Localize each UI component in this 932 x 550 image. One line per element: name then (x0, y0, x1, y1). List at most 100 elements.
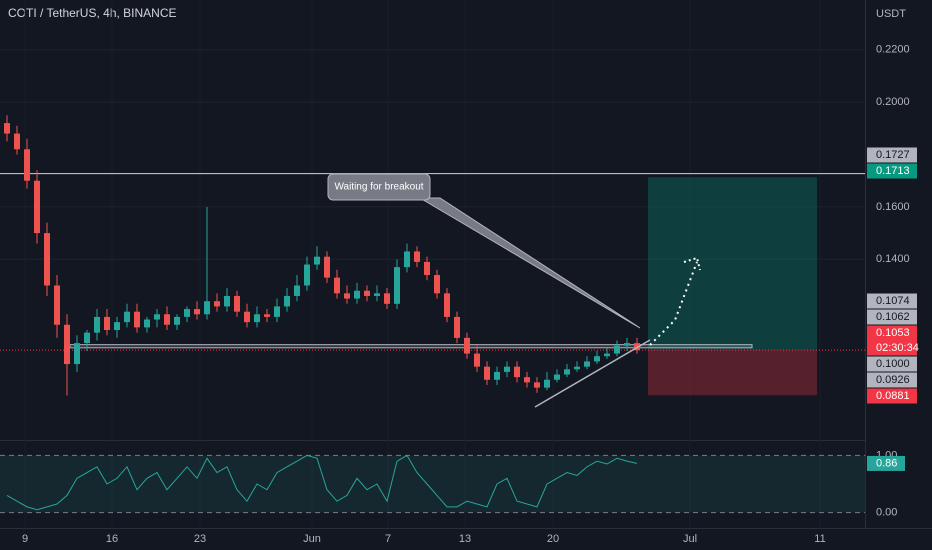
candle-body (264, 314, 270, 317)
price-badge-label: 0.1062 (876, 311, 910, 323)
x-tick-label: 11 (814, 533, 825, 545)
countdown: 02:30:34 (876, 342, 919, 354)
y-tick-label: 0.1400 (876, 253, 910, 265)
candle-body (554, 374, 560, 380)
stop-zone (648, 350, 817, 396)
price-badge (867, 356, 917, 372)
candle-body (324, 256, 330, 278)
candle-body (284, 295, 290, 307)
candle-body (304, 264, 310, 286)
price-badge-label: 0.1727 (876, 149, 910, 161)
price-badge-label: 0.1074 (876, 295, 910, 307)
candle-body (114, 322, 120, 330)
candle-body (314, 256, 320, 265)
candle-body (244, 311, 250, 323)
oscillator-band (0, 455, 865, 513)
price-badge (867, 147, 917, 163)
candle-body (184, 309, 190, 317)
candle-body (234, 295, 240, 312)
x-tick-label: 9 (22, 533, 28, 545)
candle-body (484, 366, 490, 380)
candle-body (274, 306, 280, 317)
candle-body (124, 311, 130, 323)
candle-body (24, 149, 30, 181)
candle-body (84, 332, 90, 344)
oscillator-badge (867, 455, 905, 471)
candle-body (414, 251, 420, 262)
callout-pointer (418, 197, 641, 329)
candle-body (394, 267, 400, 304)
x-tick-label: 16 (106, 533, 118, 545)
price-badge-label: 0.0926 (876, 374, 910, 386)
candle-body (64, 324, 70, 365)
axis-unit: USDT (876, 8, 906, 20)
callout-box (327, 173, 431, 201)
candle-body (634, 343, 640, 351)
candle-body (454, 316, 460, 338)
x-tick-label: 23 (194, 533, 206, 545)
price-badge-label: 0.1713 (876, 165, 910, 177)
candle-body (254, 314, 260, 323)
candle-body (94, 316, 100, 333)
callout-text: Waiting for breakout (334, 182, 423, 193)
candle-body (384, 293, 390, 304)
candle-body (364, 290, 370, 296)
candle-body (354, 290, 360, 299)
candle-body (524, 377, 530, 383)
candle-body (574, 366, 580, 370)
candle-body (444, 293, 450, 317)
candle-body (4, 123, 10, 134)
price-badge-label: 0.1000 (876, 358, 910, 370)
candle-body (504, 366, 510, 372)
y-tick-label: 0.2200 (876, 44, 910, 56)
candle-body (34, 180, 40, 234)
oscillator-line (6, 454, 638, 511)
target-zone (648, 177, 817, 351)
candle-body (334, 277, 340, 294)
candle-body (604, 353, 610, 357)
candle-body (474, 353, 480, 367)
oscillator-tick-label: 0.00 (876, 506, 897, 518)
candle-body (404, 251, 410, 268)
candle-body (494, 371, 500, 380)
trendline (534, 339, 651, 408)
candle-body (44, 233, 50, 286)
candle-body (174, 316, 180, 325)
candle-body (544, 379, 550, 388)
candle-body (594, 356, 600, 362)
price-badge (867, 388, 917, 404)
candle-body (154, 314, 160, 320)
price-badge (867, 163, 917, 179)
candle-body (214, 301, 220, 307)
candle-body (464, 337, 470, 354)
x-tick-label: 20 (547, 533, 559, 545)
candle-body (194, 309, 200, 315)
candle-body (164, 314, 170, 325)
candle-body (104, 316, 110, 330)
x-tick-label: Jul (683, 533, 697, 545)
candle-body (624, 343, 630, 346)
price-badge (867, 309, 917, 325)
candle-body (424, 261, 430, 275)
y-tick-label: 0.2000 (876, 96, 910, 108)
candle-body (514, 366, 520, 378)
price-badge (867, 372, 917, 388)
candle-body (224, 295, 230, 307)
candle-body (144, 319, 150, 328)
candle-body (344, 293, 350, 299)
chart-title: COTI / TetherUS, 4h, BINANCE (8, 6, 177, 20)
breakout-zone (69, 344, 753, 349)
candle-body (564, 369, 570, 375)
x-tick-label: Jun (303, 533, 321, 545)
price-badge (867, 325, 917, 356)
candle-body (54, 285, 60, 325)
y-tick-label: 0.1600 (876, 201, 910, 213)
x-tick-label: 13 (459, 533, 471, 545)
candle-body (434, 275, 440, 294)
price-badge-label: 0.1053 (876, 327, 910, 339)
price-badge-label: 0.0881 (876, 390, 910, 402)
candle-body (204, 301, 210, 315)
candle-body (584, 361, 590, 367)
